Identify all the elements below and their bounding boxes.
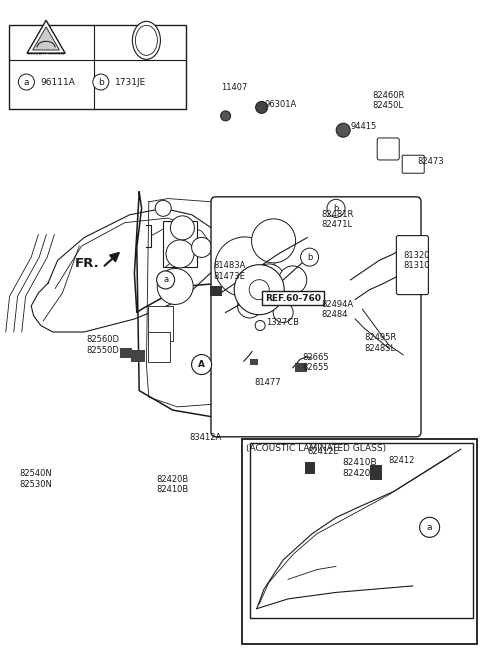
Text: 82471L: 82471L [322, 220, 353, 229]
Circle shape [156, 271, 175, 289]
Text: 1327CB: 1327CB [266, 318, 300, 327]
Text: 82484: 82484 [322, 310, 348, 319]
Text: 82495R: 82495R [365, 333, 397, 342]
Text: 11407: 11407 [221, 83, 247, 92]
Bar [250, 359, 258, 365]
Bar [295, 363, 307, 372]
Text: 82540N: 82540N [19, 469, 52, 478]
Text: 82420B: 82420B [156, 475, 188, 484]
Circle shape [327, 199, 345, 217]
Ellipse shape [135, 25, 157, 55]
Text: 82450L: 82450L [372, 101, 403, 110]
Text: 82412E: 82412E [307, 447, 339, 456]
Text: 96301A: 96301A [265, 100, 297, 109]
Bar [148, 306, 173, 341]
Bar [242, 439, 477, 644]
Text: 81483A: 81483A [214, 261, 246, 270]
Text: a: a [163, 275, 168, 284]
Circle shape [18, 74, 35, 90]
Polygon shape [33, 27, 60, 50]
Bar [148, 332, 170, 362]
Text: REF.60-760: REF.60-760 [265, 294, 321, 303]
FancyBboxPatch shape [377, 138, 399, 160]
Circle shape [256, 102, 268, 113]
Circle shape [192, 238, 212, 257]
Circle shape [249, 280, 269, 299]
Text: (ACOUSTIC LAMINATED GLASS): (ACOUSTIC LAMINATED GLASS) [246, 445, 386, 454]
Text: 82665: 82665 [302, 353, 329, 362]
Bar [210, 286, 222, 296]
Text: 82410B: 82410B [342, 458, 377, 467]
Circle shape [192, 355, 212, 374]
Text: 94415: 94415 [350, 122, 377, 132]
Text: 1731JE: 1731JE [115, 77, 146, 87]
Circle shape [336, 123, 350, 137]
Text: 82530N: 82530N [19, 480, 52, 490]
Circle shape [170, 216, 194, 240]
Text: 82420B: 82420B [342, 469, 377, 478]
Text: 81473E: 81473E [214, 271, 245, 281]
Text: a: a [427, 523, 432, 532]
Text: SECURITY SYSTEM: SECURITY SYSTEM [28, 52, 64, 57]
FancyBboxPatch shape [211, 197, 421, 437]
Circle shape [234, 265, 284, 314]
Text: b: b [333, 204, 339, 213]
Text: 82494A: 82494A [322, 299, 354, 309]
Text: 82655: 82655 [302, 363, 329, 372]
FancyBboxPatch shape [402, 155, 424, 173]
Text: 82485L: 82485L [365, 344, 396, 353]
Text: FR.: FR. [74, 257, 99, 270]
FancyBboxPatch shape [396, 236, 428, 295]
Polygon shape [27, 20, 65, 53]
Circle shape [166, 240, 194, 268]
Circle shape [273, 303, 293, 322]
Bar [250, 443, 473, 618]
Text: 81477: 81477 [254, 378, 281, 387]
Ellipse shape [132, 21, 160, 59]
Bar [163, 221, 197, 267]
Text: 96111A: 96111A [40, 77, 75, 87]
Text: 81310: 81310 [403, 261, 430, 270]
Bar [262, 291, 324, 305]
Circle shape [279, 266, 307, 294]
Text: 83412A: 83412A [190, 433, 222, 442]
Text: 82410B: 82410B [156, 485, 188, 494]
Circle shape [157, 268, 193, 305]
Bar [370, 465, 382, 480]
Circle shape [238, 294, 262, 318]
Circle shape [253, 264, 285, 296]
Circle shape [221, 111, 230, 121]
Text: a: a [24, 77, 29, 87]
Text: 82412: 82412 [389, 456, 415, 465]
Text: A: A [198, 360, 205, 369]
Text: 81320: 81320 [403, 251, 430, 260]
Text: 82481R: 82481R [322, 210, 354, 219]
Circle shape [420, 518, 440, 537]
Bar [131, 350, 144, 362]
Circle shape [215, 237, 275, 297]
Circle shape [93, 74, 109, 90]
Text: b: b [307, 253, 312, 262]
Text: 82550D: 82550D [86, 346, 119, 355]
Circle shape [252, 219, 296, 263]
Circle shape [300, 248, 319, 266]
Bar [305, 462, 315, 474]
Circle shape [255, 320, 265, 331]
Text: 82473: 82473 [418, 157, 444, 166]
Circle shape [155, 201, 171, 216]
Bar [9, 25, 186, 109]
Text: 82460R: 82460R [372, 90, 404, 100]
Text: b: b [98, 77, 104, 87]
Circle shape [212, 225, 230, 243]
Bar [120, 348, 132, 357]
Text: 82560D: 82560D [86, 335, 120, 344]
